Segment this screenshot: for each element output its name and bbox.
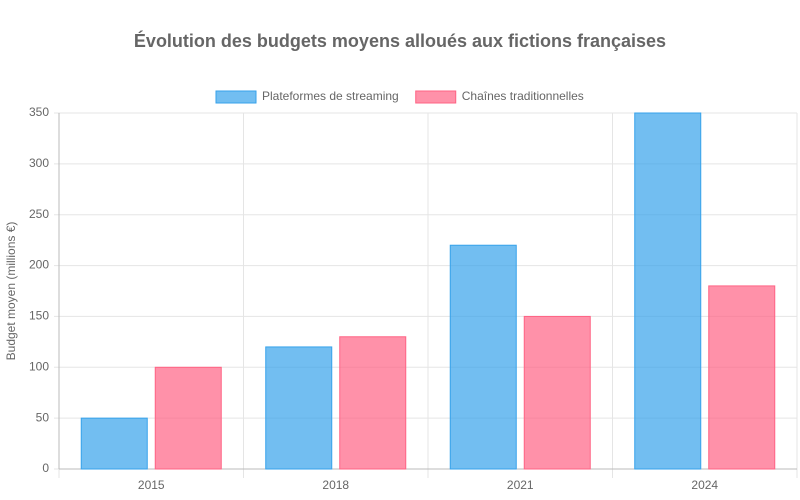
bar: [154, 366, 222, 470]
y-tick-label: 100: [29, 359, 49, 373]
bar: [523, 315, 591, 470]
legend-swatch: [215, 90, 257, 104]
y-tick-label: 250: [29, 207, 49, 221]
x-tick-label: 2021: [507, 478, 534, 492]
y-tick-label: 0: [42, 461, 49, 475]
y-tick-label: 350: [29, 105, 49, 119]
x-tick-label: 2015: [138, 478, 165, 492]
y-tick-label: 50: [36, 410, 50, 424]
bar: [339, 336, 407, 470]
legend-swatch: [415, 90, 457, 104]
y-tick-label: 200: [29, 258, 49, 272]
bar: [80, 417, 148, 470]
x-tick-label: 2018: [322, 478, 349, 492]
y-axis-title: Budget moyen (millions €): [4, 222, 18, 361]
chart-title: Évolution des budgets moyens alloués aux…: [134, 30, 666, 51]
legend-label: Plateformes de streaming: [262, 89, 399, 103]
x-tick-label: 2024: [691, 478, 718, 492]
y-tick-label: 150: [29, 309, 49, 323]
bar: [449, 244, 517, 470]
bar: [634, 112, 702, 470]
legend-label: Chaînes traditionnelles: [462, 89, 584, 103]
y-tick-label: 300: [29, 156, 49, 170]
bar: [708, 285, 776, 470]
bar: [265, 346, 333, 470]
